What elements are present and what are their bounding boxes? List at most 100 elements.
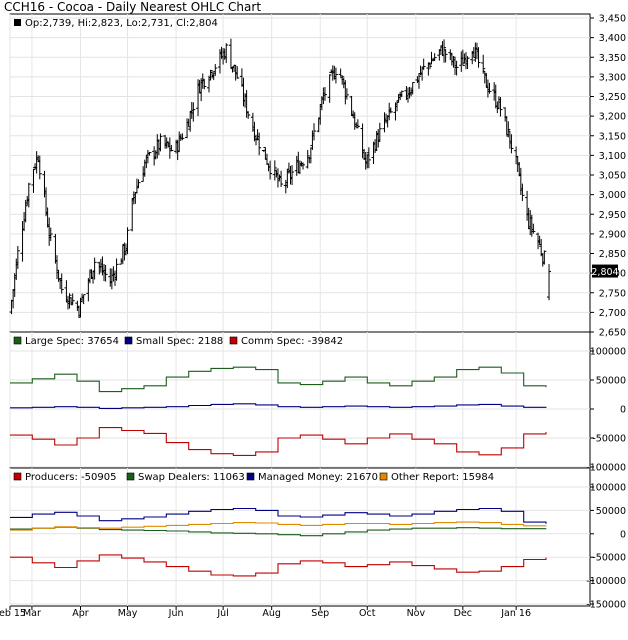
legend-label: Other Report: 15984	[391, 472, 494, 483]
y-tick-label: -100000	[586, 576, 626, 587]
x-tick-label: Jun	[168, 608, 184, 619]
y-tick-label: 3,100	[599, 151, 626, 162]
ohlc-bar	[31, 168, 36, 193]
ohlc-bar	[421, 58, 426, 71]
ohlc-bar	[37, 155, 42, 180]
ohlc-bar	[432, 53, 437, 61]
ohlc-bar	[542, 250, 547, 265]
ohlc-bar	[465, 56, 470, 70]
y-tick-label: 50000	[596, 506, 626, 517]
chart-title: CCH16 - Cocoa - Daily Nearest OHLC Chart	[4, 0, 262, 14]
ohlc-bar	[147, 151, 152, 156]
ohlc-bar	[340, 75, 345, 85]
legend-label: Swap Dealers: 11063	[138, 472, 245, 483]
y-tick-label: 2,650	[599, 328, 626, 339]
legend-label: Producers: -50905	[25, 472, 117, 483]
ohlc-bar	[15, 245, 20, 269]
ohlc-bar	[301, 162, 306, 170]
y-tick-label: 2,900	[599, 229, 626, 240]
ohlc-bar	[268, 160, 273, 180]
legend-swatch	[13, 472, 22, 481]
y-tick-label: 3,350	[599, 53, 626, 64]
y-tick-label: 3,450	[599, 14, 626, 25]
ohlc-bar	[213, 64, 218, 76]
y-tick-label: 0	[620, 529, 626, 540]
ohlc-bar	[327, 74, 332, 103]
x-tick-label: May	[118, 608, 138, 619]
legend-swatch	[246, 472, 255, 481]
ohlc-bar	[175, 139, 180, 161]
series-line	[10, 521, 547, 531]
cot-legacy-panel[interactable]: 100000 50000 0 -50000 -100000 Large Spec: 376…	[9, 331, 626, 474]
y-tick-label: 3,250	[599, 92, 626, 103]
ohlc-bar	[275, 168, 280, 188]
ohlc-bar	[69, 297, 74, 306]
ohlc-bar	[498, 97, 503, 117]
ohlc-bar	[344, 88, 349, 100]
ohlc-bar	[81, 294, 86, 305]
ohlc-bar	[180, 133, 185, 141]
x-tick-label: Mar	[23, 608, 41, 619]
legend-label: Comm Spec: -39842	[241, 336, 343, 347]
legend-label: Small Spec: 2188	[136, 336, 223, 347]
ohlc-legend-swatch	[14, 19, 21, 26]
x-tick-label: Aug	[262, 608, 281, 619]
ohlc-bar	[290, 165, 295, 186]
x-tick-label: Feb 15	[0, 608, 26, 619]
ohlc-bar	[125, 227, 130, 255]
ohlc-bar	[59, 273, 64, 294]
y-tick-label: 3,000	[599, 190, 626, 201]
legend-swatch	[126, 472, 135, 481]
y-tick-label: 2,700	[599, 308, 626, 319]
x-tick-label: Dec	[454, 608, 472, 619]
ohlc-bar	[531, 223, 536, 234]
y-tick-label: -100000	[586, 463, 626, 474]
y-tick-label: 100000	[590, 347, 626, 358]
ohlc-bar	[410, 81, 415, 95]
ohlc-bar	[136, 179, 141, 189]
y-tick-label: -150000	[586, 600, 626, 611]
ohlc-bar	[67, 293, 72, 309]
series-line	[10, 526, 547, 537]
series-line	[10, 366, 547, 393]
ohlc-bar	[48, 227, 53, 242]
ohlc-bar	[26, 182, 31, 208]
ohlc-bar	[224, 43, 229, 64]
ohlc-bar	[305, 149, 310, 169]
series-line	[10, 427, 547, 456]
y-tick-label: 50000	[596, 376, 626, 387]
ohlc-bar	[333, 67, 338, 84]
ohlc-bar	[442, 39, 447, 63]
ohlc-bar	[208, 69, 213, 81]
cot-disaggregated-panel[interactable]: 100000 50000 0 -50000 -100000 -150000 Producer…	[9, 467, 626, 611]
ohlc-bar	[399, 90, 404, 98]
series-line	[10, 403, 547, 409]
ohlc-bar	[92, 257, 97, 280]
ohlc-bar	[376, 129, 381, 148]
ohlc-bar	[355, 119, 360, 129]
ohlc-bar	[279, 170, 284, 187]
y-tick-label: 2,750	[599, 288, 626, 299]
ohlc-bar	[169, 144, 174, 152]
x-tick-label: Jul	[216, 608, 228, 619]
panel-frame	[9, 467, 591, 607]
ohlc-bar	[487, 82, 492, 94]
ohlc-bar	[476, 47, 481, 68]
ohlc-bar	[322, 86, 327, 101]
ohlc-bar	[158, 133, 163, 152]
y-tick-label: 100000	[590, 483, 626, 494]
ohlc-bar	[114, 258, 119, 281]
ohlc-bar	[23, 199, 28, 223]
last-price-tag: 2,804	[591, 267, 618, 278]
ohlc-bar	[443, 49, 448, 63]
ohlc-bar	[506, 121, 511, 138]
ohlc-bar	[451, 55, 456, 68]
series-line	[10, 554, 547, 577]
ohlc-legend: Op:2,739, Hi:2,823, Lo:2,731, Cl:2,804	[25, 18, 218, 29]
ohlc-bar	[377, 122, 382, 142]
price-panel[interactable]: 3,450 3,400 3,350 3,300 3,250 3,200 3,150 3,100…	[9, 13, 626, 339]
ohlc-bar	[202, 79, 207, 90]
legend-label: Managed Money: 21670	[258, 472, 378, 483]
legend-swatch	[379, 472, 388, 481]
